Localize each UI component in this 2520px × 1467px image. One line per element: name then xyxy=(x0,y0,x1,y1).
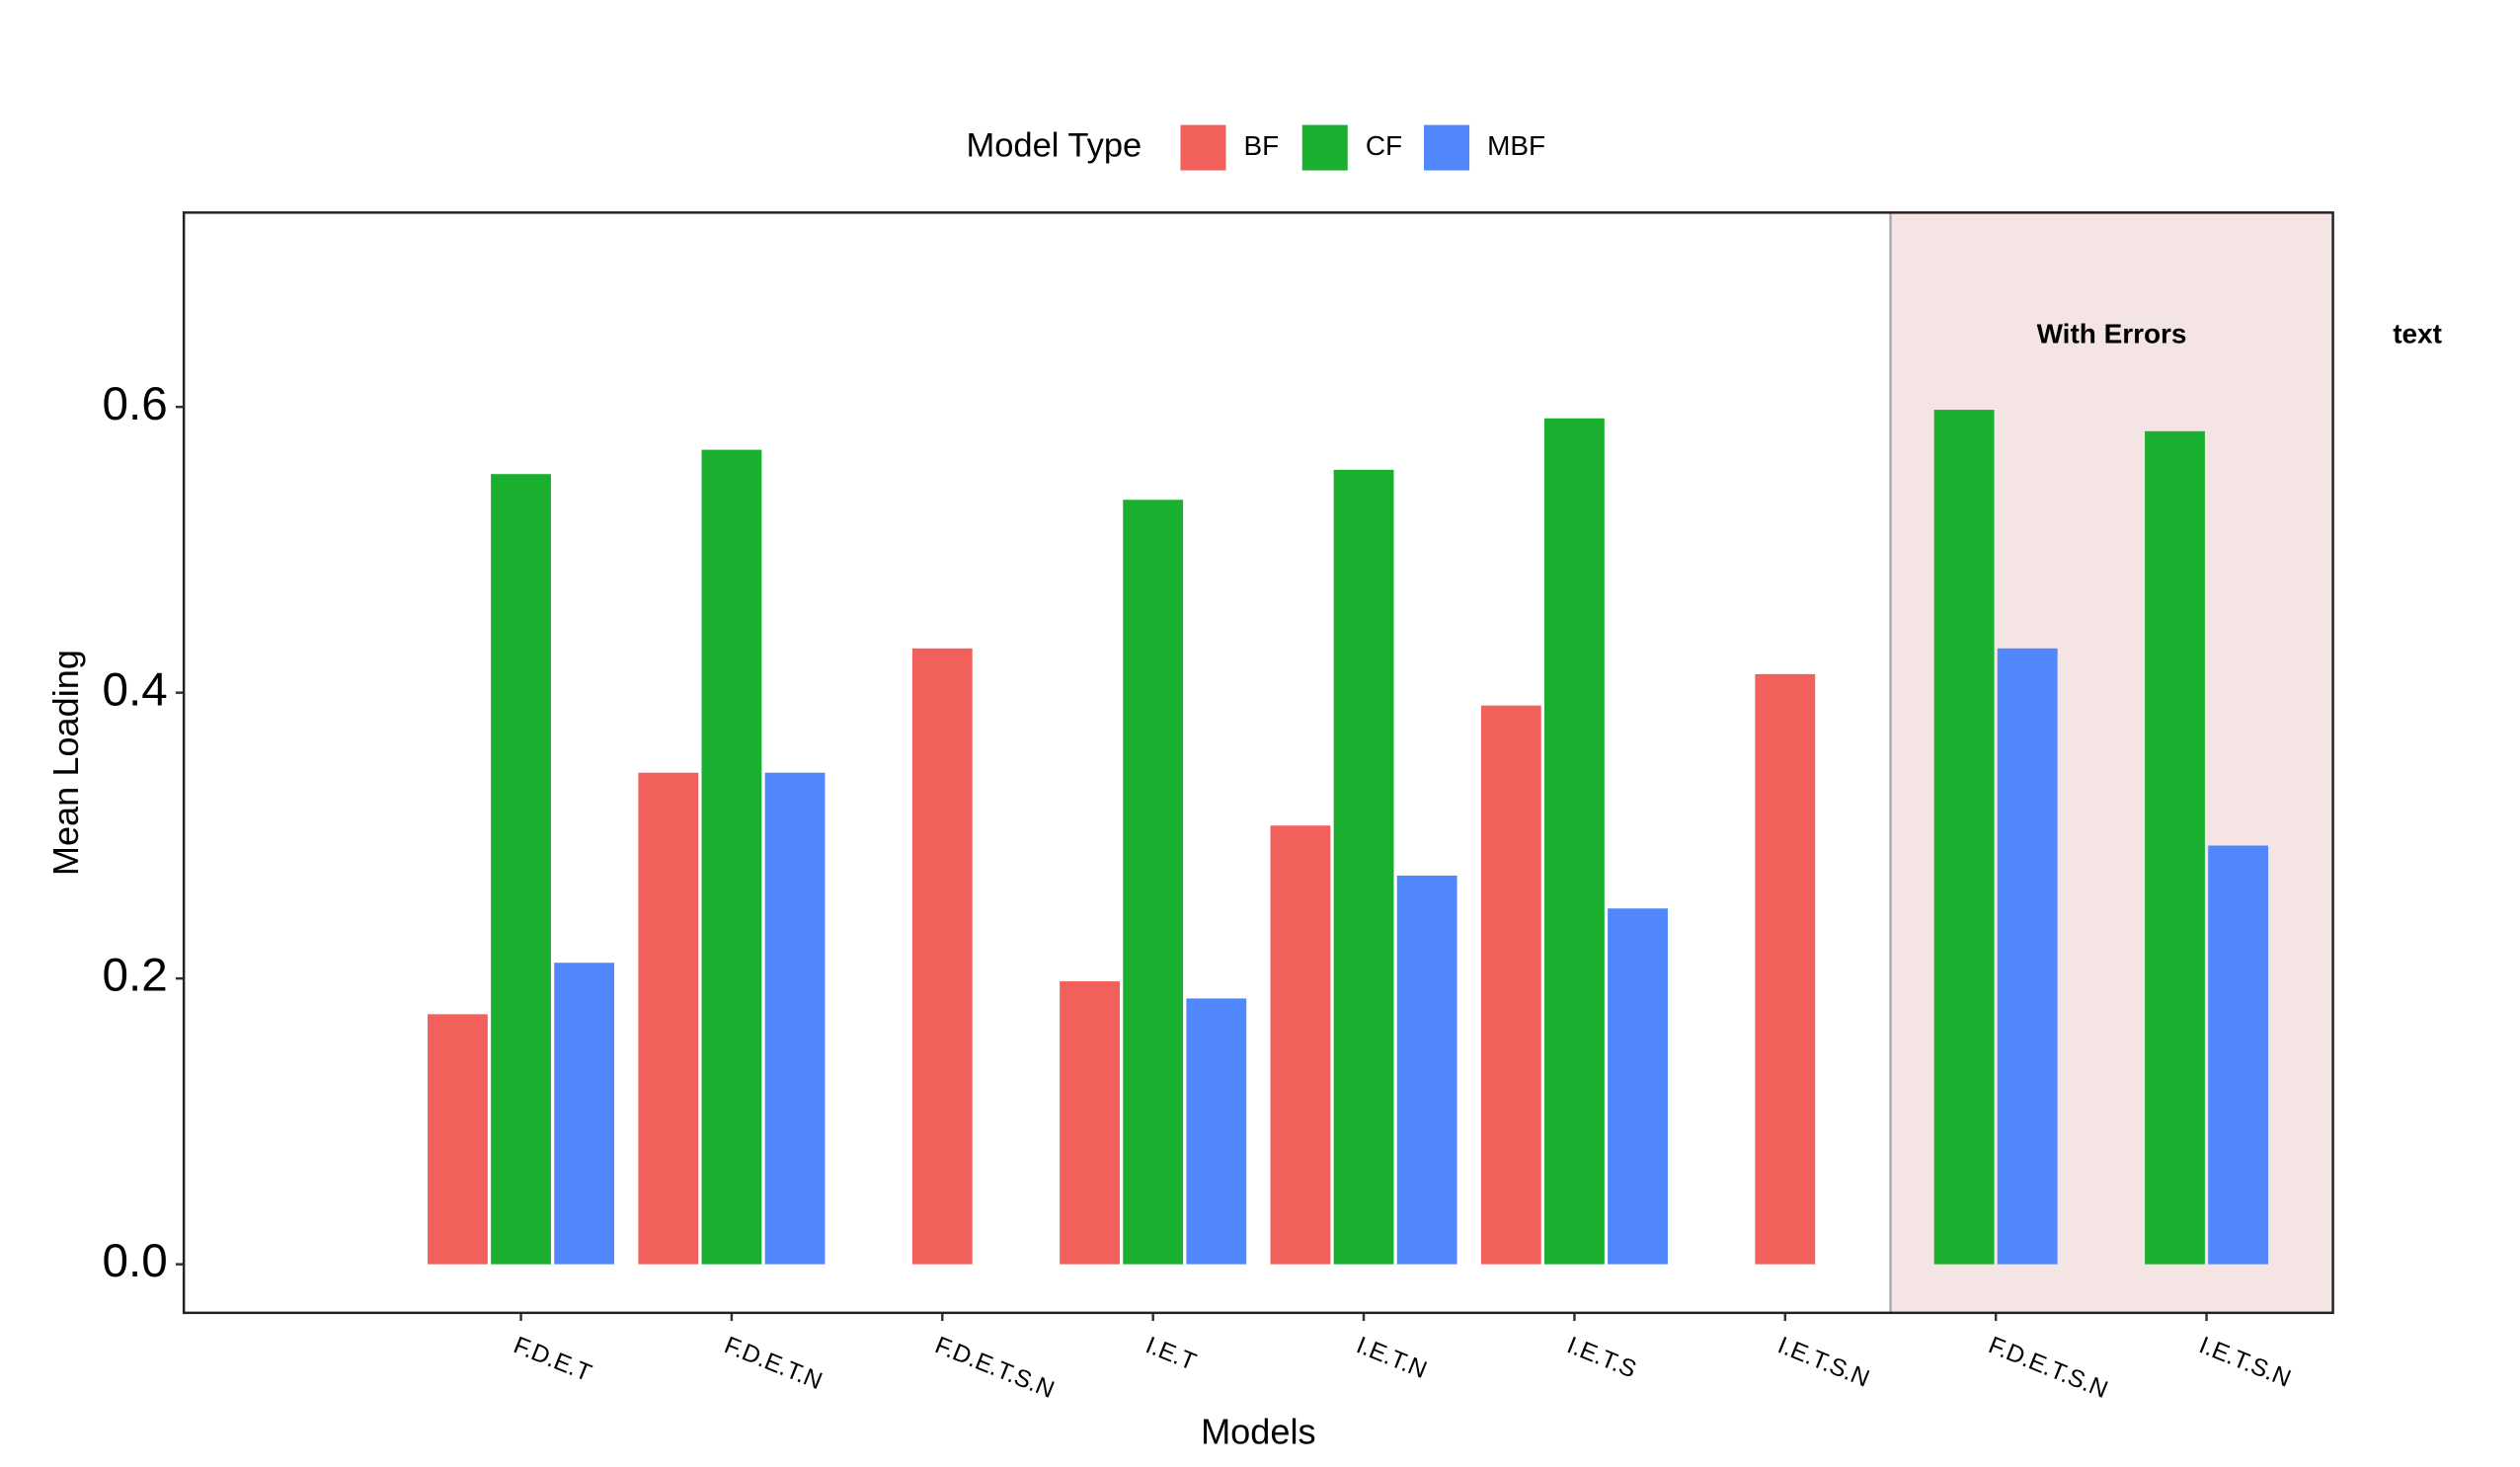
legend-swatch xyxy=(1301,124,1348,171)
bar xyxy=(1396,875,1457,1265)
legend-swatch xyxy=(1424,124,1470,171)
y-tick-label: 0.6 xyxy=(102,378,167,430)
y-axis-title: Mean Loading xyxy=(45,650,86,876)
bar xyxy=(1123,500,1184,1265)
x-tick-label: F.D.E.T.S.N xyxy=(931,1332,1058,1404)
bar xyxy=(1186,998,1247,1265)
bar xyxy=(2145,430,2205,1265)
bar xyxy=(2208,845,2268,1265)
x-tick-label: I.E.T.S.N xyxy=(1774,1332,1873,1392)
bar xyxy=(638,772,699,1265)
x-tick-label: I.E.T.S xyxy=(1563,1332,1639,1383)
x-tick-label: I.E.T xyxy=(1142,1332,1199,1376)
y-tick-label: 0.2 xyxy=(102,950,167,1002)
bar xyxy=(1333,469,1394,1265)
legend-label: BF xyxy=(1244,130,1280,161)
bar xyxy=(701,449,762,1265)
panel-border xyxy=(182,211,2334,1315)
bar xyxy=(1933,410,1995,1265)
x-tick-label: F.D.E.T xyxy=(510,1332,594,1387)
legend-title: Model Type xyxy=(966,127,1142,165)
legend-label: CF xyxy=(1366,130,1402,161)
y-tick-label: 0.4 xyxy=(102,663,167,716)
bar xyxy=(554,963,615,1265)
bar xyxy=(1270,825,1331,1265)
bar xyxy=(764,772,826,1265)
bar xyxy=(1544,418,1605,1265)
bar xyxy=(1480,705,1541,1265)
annotation: With Errors xyxy=(2037,319,2187,349)
bar xyxy=(428,1014,488,1265)
legend-label: MBF xyxy=(1487,130,1545,161)
bar xyxy=(1060,981,1120,1265)
x-axis-title: Models xyxy=(1201,1412,1316,1452)
bar xyxy=(911,648,973,1265)
annotation: text xyxy=(2393,319,2442,349)
x-tick-label: I.E.T.N xyxy=(1353,1332,1431,1384)
bar xyxy=(1608,908,1668,1265)
x-tick-label: I.E.T.S.N xyxy=(2195,1332,2294,1392)
legend-swatch xyxy=(1180,124,1226,171)
x-tick-label: F.D.E.T.N xyxy=(721,1332,827,1395)
bar xyxy=(1997,648,2058,1265)
bar xyxy=(1755,673,1816,1265)
x-tick-label: F.D.E.T.S.N xyxy=(1985,1332,2111,1404)
y-tick-label: 0.0 xyxy=(102,1235,167,1287)
bar xyxy=(491,474,551,1265)
